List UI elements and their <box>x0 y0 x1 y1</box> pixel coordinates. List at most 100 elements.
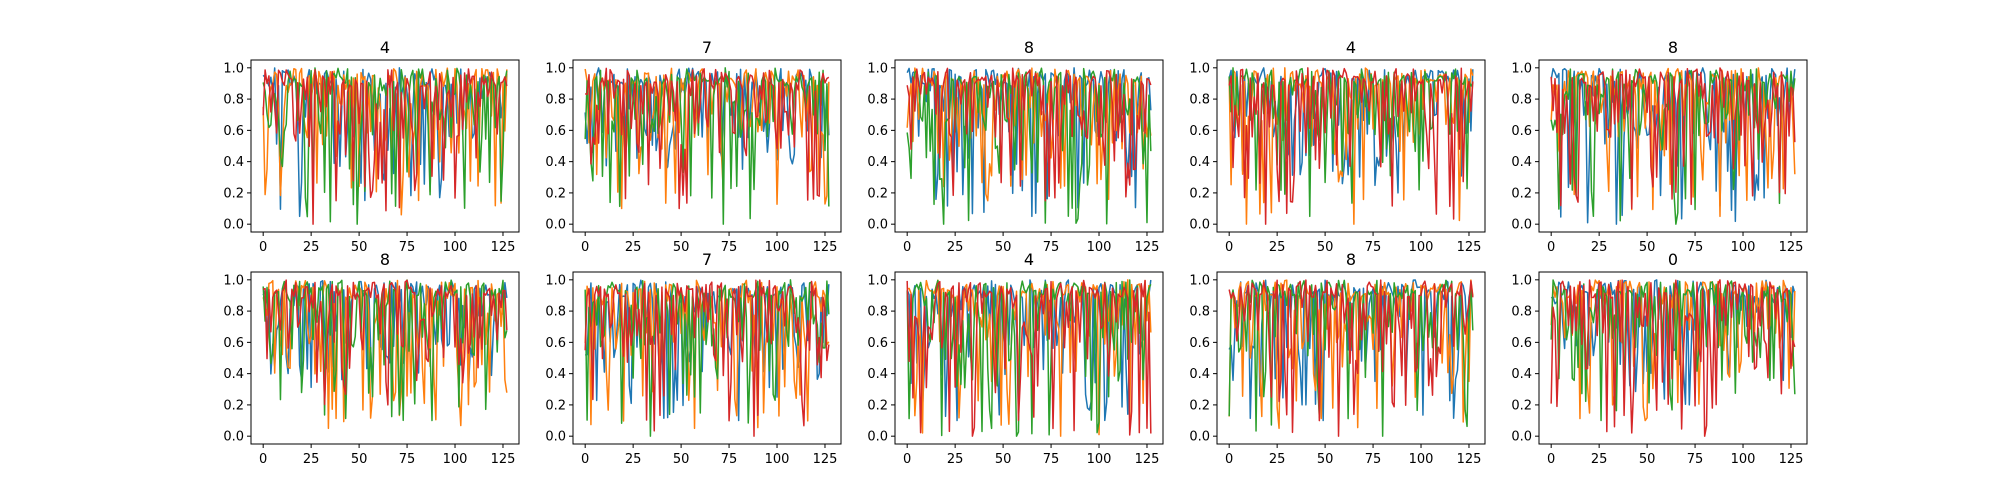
y-tick-label: 0.6 <box>1511 336 1532 351</box>
x-tick-label: 50 <box>1639 240 1656 255</box>
subplot-title: 8 <box>1346 250 1356 269</box>
y-tick-label: 0.2 <box>545 398 566 413</box>
y-tick-label: 0.4 <box>223 155 244 170</box>
x-tick-label: 50 <box>351 452 368 467</box>
x-tick-label: 0 <box>581 240 589 255</box>
y-tick-label: 0.4 <box>223 367 244 382</box>
x-tick-label: 100 <box>1087 452 1112 467</box>
axes-frame <box>894 271 1164 445</box>
y-tick-label: 0.0 <box>1189 218 1210 233</box>
y-tick-label: 0.0 <box>1511 430 1532 445</box>
y-tick-label: 0.4 <box>1511 155 1532 170</box>
axes-frame <box>572 59 842 233</box>
series-line-3 <box>906 67 1152 225</box>
x-tick-label: 50 <box>1317 240 1334 255</box>
subplot-title: 4 <box>380 38 390 57</box>
x-tick-label: 125 <box>813 452 838 467</box>
series-line-4 <box>584 67 830 210</box>
x-tick-label: 125 <box>1457 240 1482 255</box>
y-tick-label: 0.4 <box>1189 155 1210 170</box>
y-tick-label: 0.6 <box>223 336 244 351</box>
y-tick-label: 0.0 <box>1189 430 1210 445</box>
x-tick-label: 25 <box>303 240 320 255</box>
y-tick-label: 1.0 <box>867 273 888 288</box>
subplot-4: 0.0 0.2 0.4 0.6 0.8 1.0 0 25 50 75 100 125 4 <box>1189 38 1486 255</box>
series-line-4 <box>1550 67 1796 210</box>
subplot-title: 8 <box>380 250 390 269</box>
y-tick-label: 0.2 <box>1189 186 1210 201</box>
y-tick-label: 0.8 <box>223 93 244 108</box>
subplot-title: 8 <box>1668 38 1678 57</box>
y-tick-label: 0.4 <box>545 155 566 170</box>
y-tick-label: 0.8 <box>223 305 244 320</box>
y-tick-label: 0.8 <box>1511 305 1532 320</box>
x-tick-label: 25 <box>947 240 964 255</box>
x-tick-label: 50 <box>673 452 690 467</box>
y-tick-label: 0.2 <box>1189 398 1210 413</box>
x-tick-label: 0 <box>259 452 267 467</box>
y-tick-label: 0.0 <box>545 430 566 445</box>
axes-frame <box>1216 271 1486 445</box>
y-tick-label: 0.6 <box>545 124 566 139</box>
x-tick-label: 75 <box>1043 240 1060 255</box>
subplot-6: 0.0 0.2 0.4 0.6 0.8 1.0 0 25 50 75 100 125 8 <box>223 250 520 467</box>
x-tick-label: 0 <box>1225 240 1233 255</box>
x-tick-label: 75 <box>399 452 416 467</box>
y-tick-label: 0.8 <box>867 305 888 320</box>
y-tick-label: 0.6 <box>867 124 888 139</box>
subplot-3: 0.0 0.2 0.4 0.6 0.8 1.0 0 25 50 75 100 125 8 <box>867 38 1164 255</box>
series-line-3 <box>1228 67 1474 218</box>
y-tick-label: 1.0 <box>1189 61 1210 76</box>
x-tick-label: 75 <box>1365 240 1382 255</box>
x-tick-label: 25 <box>625 240 642 255</box>
axes-frame <box>1538 59 1808 233</box>
series-line-4 <box>1228 279 1474 437</box>
x-tick-label: 75 <box>399 240 416 255</box>
x-tick-label: 100 <box>1731 452 1756 467</box>
x-tick-label: 75 <box>721 240 738 255</box>
subplot-title: 0 <box>1668 250 1678 269</box>
y-tick-label: 0.8 <box>545 305 566 320</box>
x-tick-label: 50 <box>1317 452 1334 467</box>
y-tick-label: 1.0 <box>223 61 244 76</box>
subplot-8: 0.0 0.2 0.4 0.6 0.8 1.0 0 25 50 75 100 125 4 <box>867 250 1164 467</box>
x-tick-label: 100 <box>443 452 468 467</box>
y-tick-label: 1.0 <box>1511 273 1532 288</box>
x-tick-label: 0 <box>903 452 911 467</box>
x-tick-label: 75 <box>721 452 738 467</box>
x-tick-label: 25 <box>1269 452 1286 467</box>
y-tick-label: 0.4 <box>1189 367 1210 382</box>
y-tick-label: 0.8 <box>867 93 888 108</box>
x-tick-label: 125 <box>1779 240 1804 255</box>
x-tick-label: 50 <box>673 240 690 255</box>
y-tick-label: 1.0 <box>223 273 244 288</box>
y-tick-label: 0.0 <box>1511 218 1532 233</box>
y-tick-label: 0.2 <box>545 186 566 201</box>
y-tick-label: 1.0 <box>1189 273 1210 288</box>
x-tick-label: 25 <box>625 452 642 467</box>
subplot-1: 0.0 0.2 0.4 0.6 0.8 1.0 0 25 50 75 100 125 4 <box>223 38 520 255</box>
x-tick-label: 25 <box>1591 240 1608 255</box>
x-tick-label: 0 <box>1547 240 1555 255</box>
subplot-10: 0.0 0.2 0.4 0.6 0.8 1.0 0 25 50 75 100 125 0 <box>1511 250 1808 467</box>
axes-frame <box>250 271 520 445</box>
x-tick-label: 25 <box>1269 240 1286 255</box>
y-tick-label: 0.0 <box>223 218 244 233</box>
y-tick-label: 1.0 <box>545 273 566 288</box>
series-line-2 <box>584 67 830 210</box>
x-tick-label: 125 <box>813 240 838 255</box>
subplot-title: 8 <box>1024 38 1034 57</box>
axes-frame <box>572 271 842 445</box>
y-tick-label: 0.8 <box>1189 305 1210 320</box>
y-tick-label: 0.4 <box>1511 367 1532 382</box>
x-tick-label: 125 <box>491 452 516 467</box>
x-tick-label: 125 <box>1457 452 1482 467</box>
series-line-4 <box>1550 279 1796 437</box>
axes-frame <box>1538 271 1808 445</box>
axes-frame <box>250 59 520 233</box>
y-tick-label: 1.0 <box>1511 61 1532 76</box>
y-tick-label: 0.2 <box>223 398 244 413</box>
x-tick-label: 125 <box>1779 452 1804 467</box>
x-tick-label: 100 <box>1731 240 1756 255</box>
